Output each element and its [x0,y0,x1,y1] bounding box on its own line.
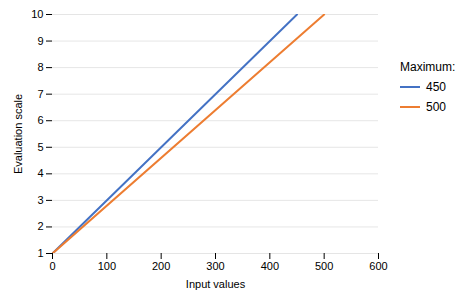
svg-text:Input values: Input values [186,278,246,290]
svg-text:200: 200 [152,260,170,272]
svg-text:4: 4 [37,167,43,179]
html-text:Maximum:: Maximum: [400,60,456,74]
svg-text:6: 6 [37,114,43,126]
svg-text:400: 400 [261,260,279,272]
svg-text:1: 1 [37,247,43,259]
svg-text:5: 5 [37,141,43,153]
html-text:500: 500 [426,100,446,114]
svg-text:10: 10 [31,8,43,20]
svg-text:Evaluation scale: Evaluation scale [12,94,24,174]
svg-text:7: 7 [37,88,43,100]
svg-text:2: 2 [37,220,43,232]
svg-text:500: 500 [315,260,333,272]
svg-text:0: 0 [49,260,55,272]
svg-text:600: 600 [369,260,387,272]
svg-text:9: 9 [37,35,43,47]
svg-text:100: 100 [98,260,116,272]
svg-text:8: 8 [37,61,43,73]
svg-text:300: 300 [206,260,224,272]
html-text:450: 450 [426,80,446,94]
svg-text:3: 3 [37,194,43,206]
